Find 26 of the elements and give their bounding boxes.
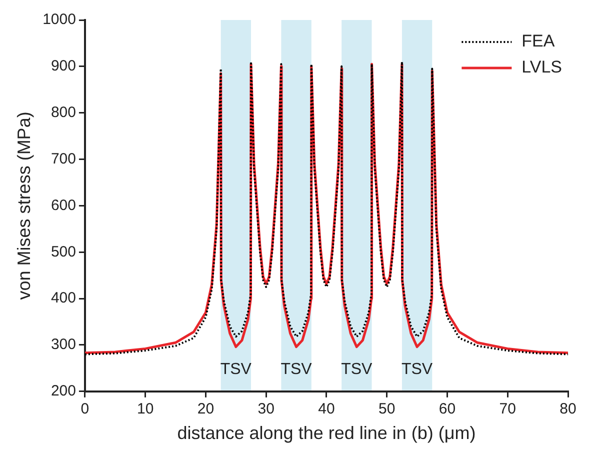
x-tick-label: 50 [378,400,396,418]
x-tick-label: 20 [197,400,214,418]
y-tick-label: 200 [50,382,76,400]
y-tick-label: 700 [50,150,76,168]
x-tick-label: 60 [438,400,456,418]
x-tick-label: 0 [80,400,90,418]
y-tick-label: 1000 [42,11,76,28]
y-tick-label: 800 [50,104,76,121]
y-tick-label: 400 [50,290,76,307]
x-tick-label: 40 [318,400,335,418]
x-tick-label: 70 [499,400,516,418]
y-axis-title: von Mises stress (MPa) [14,112,34,300]
legend-label: LVLS [522,58,562,77]
band-label: TSV [220,360,252,378]
y-tick-label: 600 [50,196,76,214]
y-tick-label: 500 [50,243,76,260]
x-tick-label: 30 [258,400,274,418]
band-label: TSV [401,360,433,378]
y-tick-label: 300 [50,336,76,354]
legend-label: FEA [522,32,556,51]
y-tick-label: 900 [50,58,76,75]
x-tick-label: 10 [137,400,154,418]
band-label: TSV [341,360,373,378]
x-tick-label: 80 [560,400,576,418]
band-label: TSV [280,360,312,378]
x-axis-title: distance along the red line in (b) (μm) [177,423,476,444]
